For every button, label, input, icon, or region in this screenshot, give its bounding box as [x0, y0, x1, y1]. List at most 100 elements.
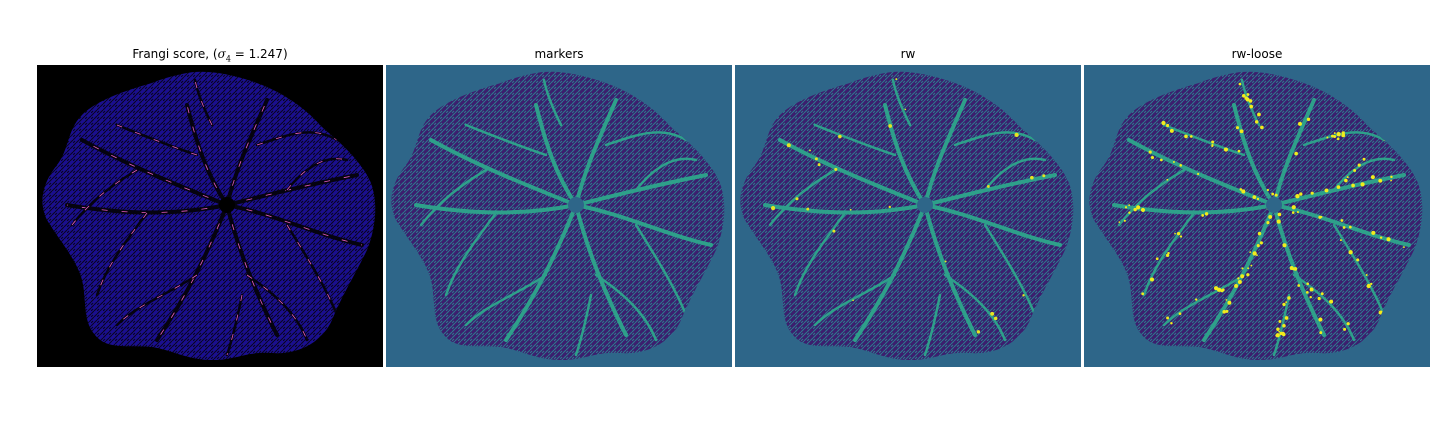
highlight-speck: [771, 206, 775, 210]
highlight-speck: [1170, 129, 1174, 133]
highlight-speck: [1343, 328, 1346, 331]
highlight-speck: [895, 78, 897, 80]
highlight-speck: [1238, 150, 1241, 153]
panel-rw-loose: rw-loose: [1084, 0, 1430, 432]
highlight-speck: [1260, 126, 1264, 130]
highlight-speck: [1325, 188, 1329, 192]
highlight-speck: [1125, 206, 1127, 208]
highlight-speck: [1344, 179, 1348, 183]
highlight-speck: [977, 330, 980, 333]
markers-image: [386, 65, 732, 367]
highlight-speck: [1297, 211, 1299, 213]
highlight-speck: [1174, 233, 1176, 235]
highlight-speck: [1242, 94, 1246, 98]
optic-disc: [1266, 197, 1282, 213]
highlight-speck: [787, 143, 791, 147]
highlight-speck: [1318, 297, 1321, 300]
highlight-speck: [1118, 221, 1120, 223]
highlight-speck: [1318, 216, 1321, 219]
optic-disc: [568, 197, 584, 213]
highlight-speck: [1378, 179, 1382, 183]
highlight-speck: [1197, 173, 1199, 175]
highlight-speck: [809, 149, 811, 151]
highlight-speck: [1249, 99, 1253, 103]
highlight-speck: [1297, 284, 1300, 287]
highlight-speck: [1241, 267, 1243, 269]
highlight-speck: [1260, 241, 1263, 244]
highlight-speck: [1224, 147, 1228, 151]
highlight-speck: [1390, 176, 1392, 178]
highlight-speck: [1150, 277, 1154, 281]
highlight-speck: [1255, 120, 1258, 123]
highlight-speck: [1329, 300, 1333, 304]
highlight-speck: [1227, 301, 1231, 305]
highlight-speck: [904, 109, 906, 111]
rw-loose-image: [1084, 65, 1430, 367]
highlight-speck: [1293, 267, 1297, 271]
highlight-speck: [1136, 205, 1140, 209]
highlight-speck: [1166, 124, 1169, 127]
highlight-speck: [945, 260, 947, 262]
highlight-speck: [1289, 298, 1291, 300]
highlight-speck: [1237, 277, 1239, 279]
highlight-speck: [1030, 176, 1034, 180]
highlight-speck: [1337, 138, 1340, 141]
highlight-speck: [1343, 226, 1346, 229]
highlight-speck: [1318, 317, 1322, 321]
highlight-speck: [1214, 286, 1218, 290]
rw-image: [735, 65, 1081, 367]
highlight-speck: [1266, 221, 1269, 224]
highlight-speck: [1306, 282, 1309, 285]
highlight-speck: [1247, 267, 1249, 269]
highlight-speck: [1234, 284, 1238, 288]
highlight-speck: [1306, 291, 1309, 294]
highlight-speck: [1014, 133, 1018, 137]
vessel-figure: [386, 65, 732, 367]
title-suffix: ): [283, 47, 288, 61]
highlight-speck: [806, 208, 809, 211]
highlight-speck: [1295, 194, 1299, 198]
highlight-speck: [1124, 220, 1126, 222]
panel-title-rw-loose: rw-loose: [1084, 47, 1430, 61]
highlight-speck: [1156, 257, 1159, 260]
vessel-figure: [1084, 65, 1430, 367]
highlight-speck: [832, 230, 835, 233]
highlight-speck: [1211, 140, 1214, 143]
highlight-speck: [1380, 236, 1382, 238]
highlight-speck: [1179, 164, 1182, 167]
highlight-speck: [1298, 122, 1302, 126]
highlight-speck: [1336, 132, 1340, 136]
highlight-speck: [1331, 135, 1334, 138]
highlight-speck: [1128, 204, 1130, 206]
panel-frangi: Frangi score, (σ4 = 1.247): [37, 0, 383, 432]
highlight-speck: [850, 209, 852, 211]
highlight-speck: [1360, 182, 1364, 186]
highlight-speck: [1160, 159, 1163, 162]
highlight-speck: [994, 317, 998, 321]
highlight-speck: [1348, 250, 1352, 254]
highlight-speck: [1340, 239, 1342, 241]
highlight-speck: [1042, 174, 1045, 177]
highlight-speck: [1249, 251, 1251, 253]
highlight-speck: [1334, 132, 1336, 134]
highlight-speck: [1370, 283, 1372, 285]
highlight-speck: [1258, 232, 1261, 235]
highlight-speck: [1351, 184, 1355, 188]
highlight-speck: [1133, 208, 1136, 211]
highlight-speck: [1161, 121, 1165, 125]
highlight-speck: [1358, 164, 1361, 167]
highlight-speck: [1250, 265, 1252, 267]
highlight-speck: [1282, 324, 1286, 328]
highlight-speck: [1170, 322, 1172, 324]
highlight-speck: [1257, 198, 1259, 200]
highlight-speck: [1141, 292, 1144, 295]
highlight-speck: [1141, 208, 1145, 212]
highlight-speck: [1311, 192, 1314, 195]
highlight-speck: [1240, 274, 1244, 278]
highlight-speck: [1371, 231, 1375, 235]
highlight-speck: [1180, 235, 1182, 237]
frangi-score-image: [37, 65, 383, 367]
highlight-speck: [1403, 246, 1405, 248]
highlight-speck: [1309, 296, 1311, 298]
highlight-speck: [1022, 294, 1024, 296]
